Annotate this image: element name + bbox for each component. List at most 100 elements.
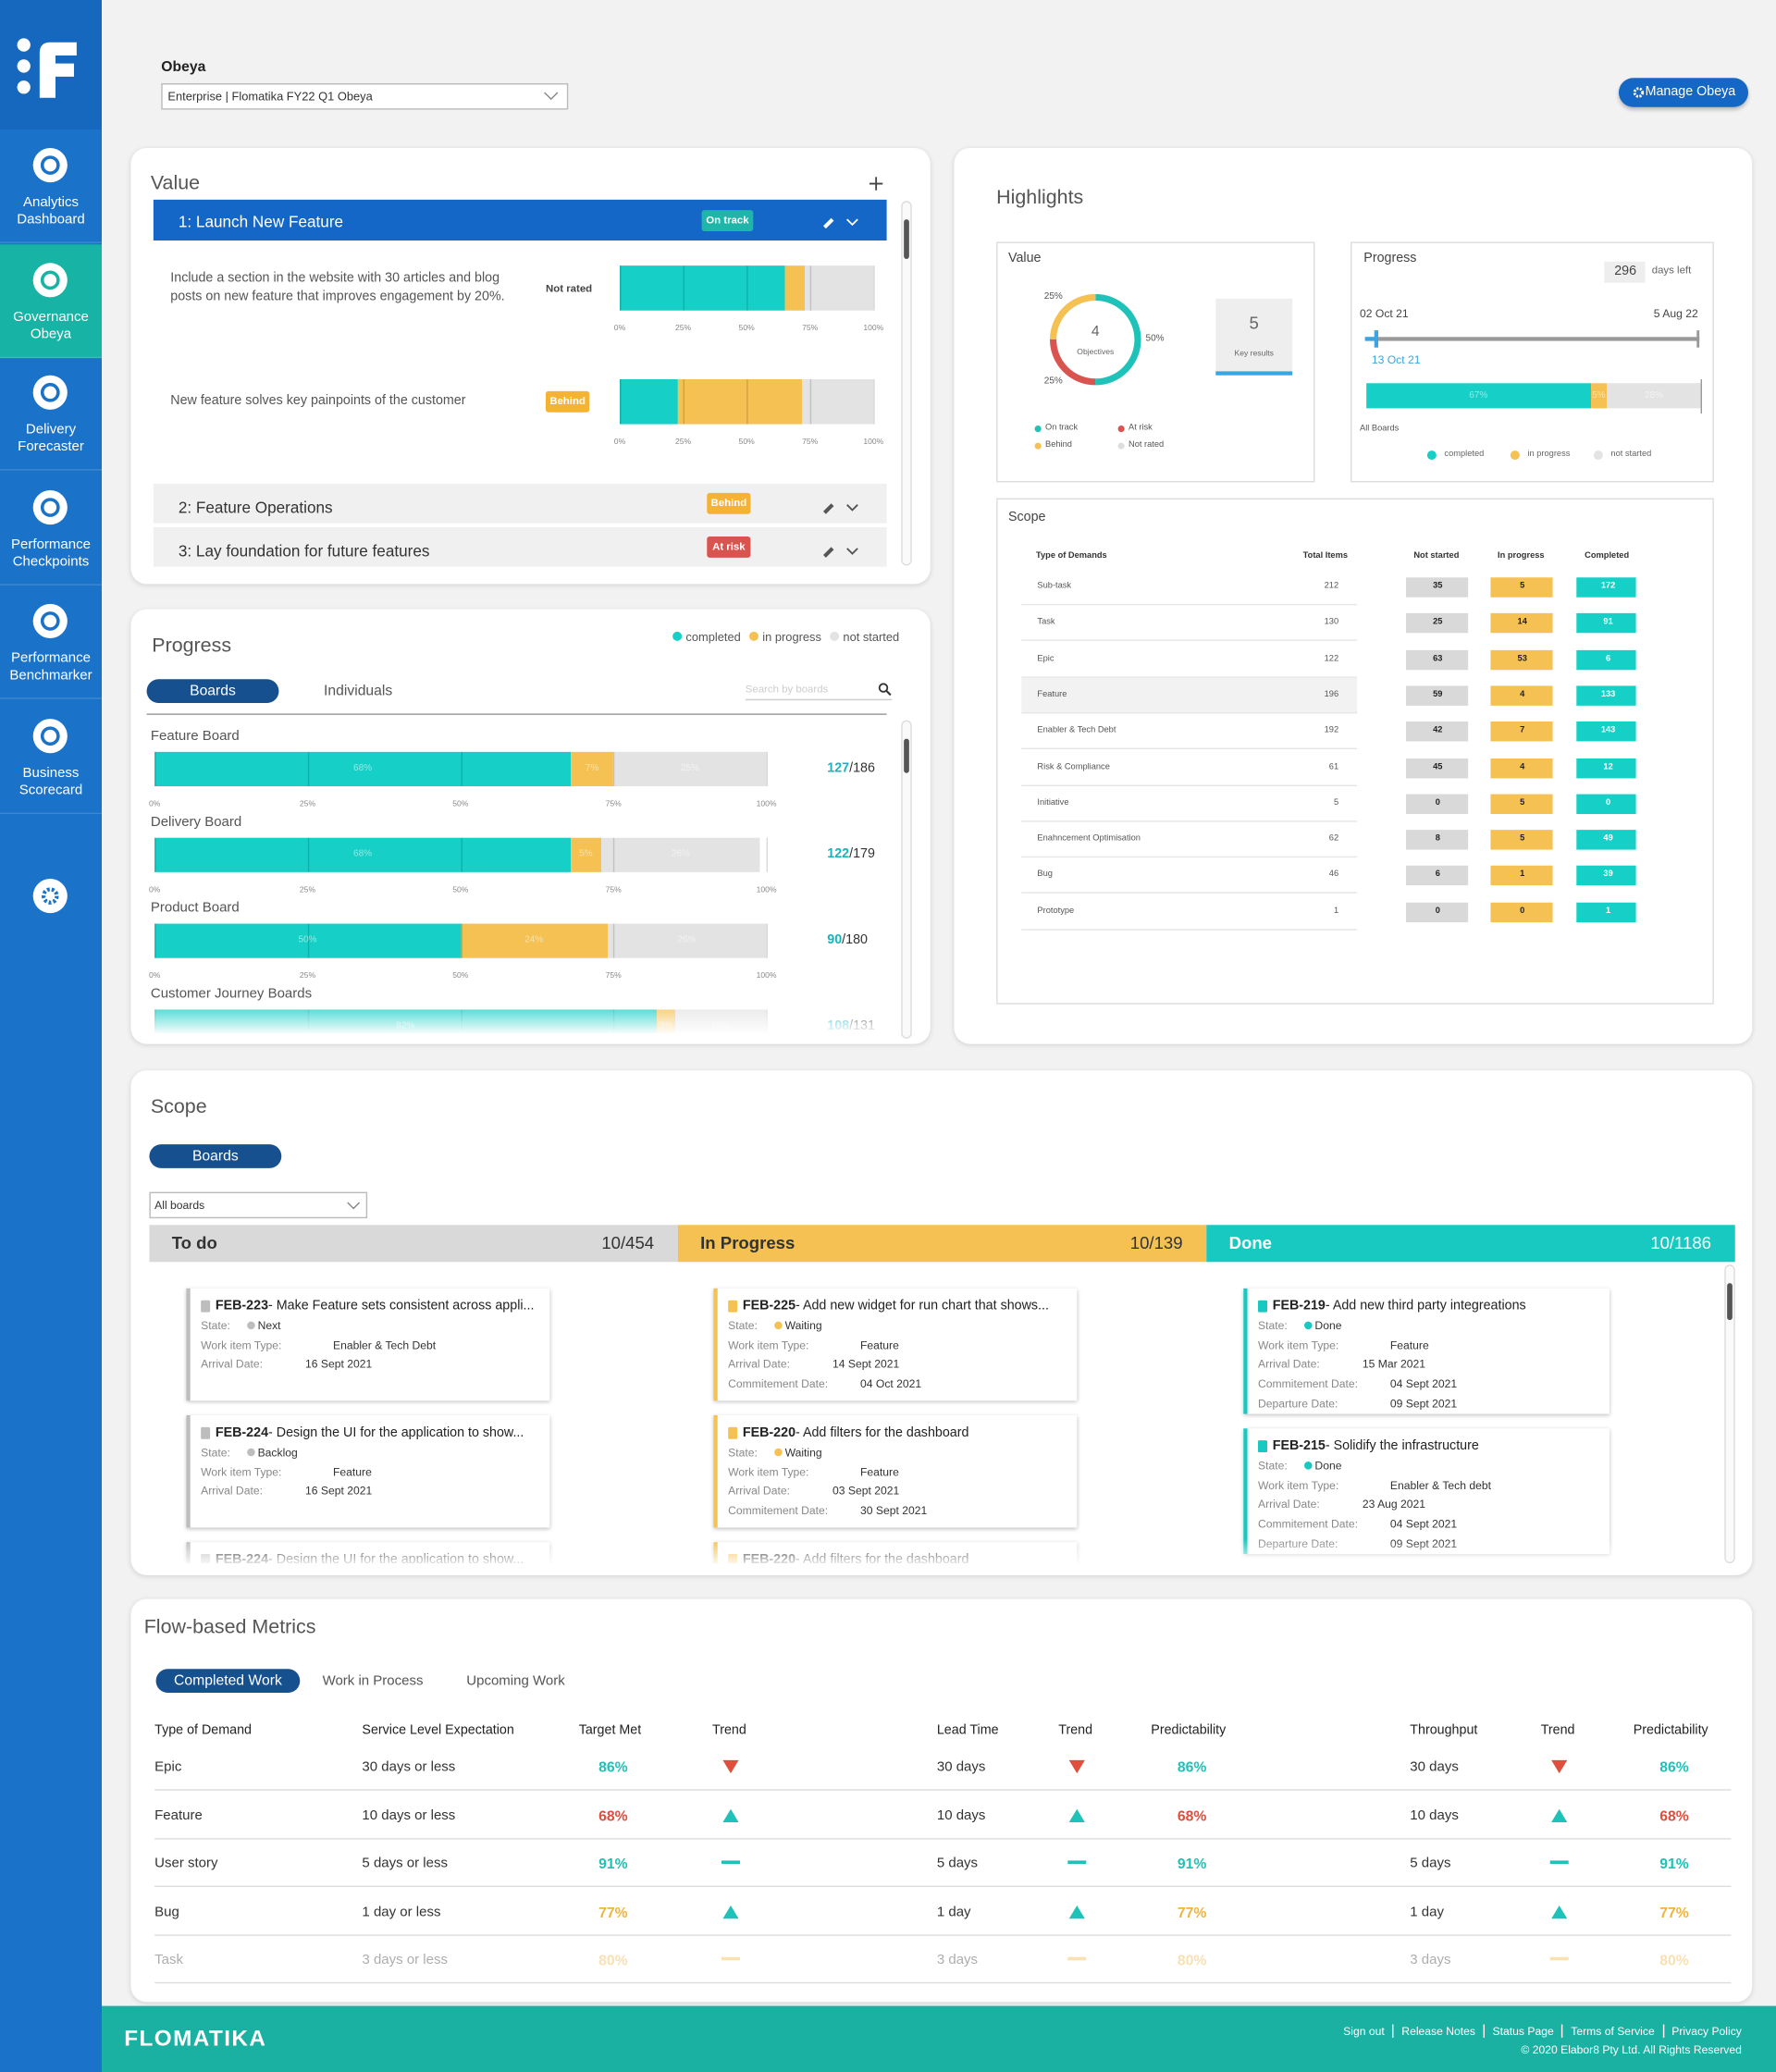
boards-select-text: All boards: [154, 1198, 205, 1212]
count-box: [1576, 577, 1636, 598]
table-cell: 143: [1600, 725, 1616, 735]
today-date: 13 Oct 21: [1371, 352, 1421, 366]
table-cell: 5: [1333, 797, 1339, 808]
panel-title: Progress: [152, 634, 232, 657]
objectives-label: Objectives: [1077, 349, 1115, 357]
row-highlight: [1021, 677, 1358, 714]
table-header: Type of Demand: [154, 1722, 252, 1738]
nav-item[interactable]: [0, 472, 102, 586]
nav-label[interactable]: Delivery Forecaster: [18, 421, 84, 455]
table-cell: 5: [1520, 833, 1525, 844]
settings-icon: [32, 878, 68, 914]
nav-label[interactable]: Performance Checkpoints: [11, 536, 91, 570]
table-cell: 0: [1605, 797, 1611, 808]
count-box: [1490, 577, 1553, 598]
lens: [878, 683, 889, 693]
today-marker: [1374, 330, 1378, 348]
trend-icon: [1551, 1905, 1568, 1918]
footer-link[interactable]: Privacy Policy: [1662, 2024, 1742, 2038]
manage-button-label[interactable]: Manage Obeya: [1645, 84, 1736, 100]
count-box: [1576, 613, 1636, 634]
icon-circle: [32, 375, 68, 410]
footer-link[interactable]: Terms of Service: [1561, 2024, 1663, 2038]
table-cell: 5: [1520, 797, 1525, 808]
legend-dot: [830, 631, 840, 641]
nav-item[interactable]: [0, 357, 102, 471]
row-line: [154, 1982, 1732, 1984]
tab-active[interactable]: Boards: [146, 679, 279, 703]
brand: FLOMATIKA: [124, 2025, 267, 2052]
table-cell: 6: [1605, 653, 1611, 663]
tab-active[interactable]: Completed Work: [155, 1669, 301, 1693]
key-results-box: [1215, 298, 1293, 376]
row-line: [1021, 892, 1358, 894]
nav-icon: [32, 489, 68, 525]
nav-item[interactable]: [0, 700, 102, 814]
footer-link[interactable]: Status Page: [1483, 2024, 1562, 2038]
trend-up: [722, 1905, 739, 1918]
trend-icon: [721, 1860, 740, 1865]
legend-dot: [1117, 425, 1125, 433]
count-box: [1490, 685, 1553, 706]
table-cell: Bug: [1037, 870, 1053, 880]
trend-icon: [1067, 1860, 1087, 1865]
table-cell: 42: [1433, 725, 1443, 735]
table-cell: Sub-task: [1037, 581, 1072, 591]
card: [1350, 241, 1714, 483]
trend-flat: [1549, 1860, 1569, 1865]
column-header: [677, 1225, 1207, 1263]
nav-label[interactable]: Analytics Dashboard: [17, 193, 85, 228]
nav-item[interactable]: [0, 130, 102, 243]
card-title: Progress: [1363, 251, 1417, 266]
count-box: [1576, 866, 1636, 886]
search-placeholder[interactable]: Search by boards: [745, 683, 829, 696]
table-cell: 122: [1324, 653, 1339, 663]
bar-segment: [1590, 383, 1608, 409]
footer-link[interactable]: Release Notes: [1392, 2024, 1484, 2038]
x-tick-label: 50%: [452, 1058, 469, 1067]
table-cell: 192: [1324, 725, 1339, 735]
divider: [146, 713, 887, 715]
copyright: © 2020 Elabor8 Pty Ltd. All Rights Reser…: [1521, 2042, 1742, 2056]
icon-glyph: [41, 887, 59, 905]
legend-dot: [672, 631, 683, 641]
bar-value-label: 5%: [1592, 390, 1606, 401]
legend-label: Not rated: [1128, 439, 1165, 450]
logo-dot: [17, 59, 31, 73]
row-line: [154, 1934, 1732, 1936]
table-cell: 45: [1433, 761, 1443, 771]
obeya-select[interactable]: [161, 82, 569, 110]
table-cell: 62: [1328, 833, 1339, 844]
end-date: 5 Aug 22: [1653, 306, 1698, 320]
panel-title: Highlights: [996, 186, 1084, 209]
row-line: [1021, 639, 1358, 642]
trend-up: [1068, 1905, 1085, 1918]
trend-flat: [1549, 1957, 1569, 1961]
nav-label[interactable]: Business Scorecard: [18, 765, 83, 798]
days-left-label: days left: [1651, 264, 1692, 277]
nav-icon: [32, 147, 68, 183]
row-line: [1021, 747, 1358, 750]
trend-icon: [1067, 1957, 1087, 1961]
start-date: 02 Oct 21: [1359, 306, 1409, 320]
fade: [149, 1539, 1722, 1563]
table-cell: 12: [1603, 761, 1613, 771]
donut-label: 25%: [1043, 291, 1063, 302]
nav-item[interactable]: [0, 586, 102, 699]
icon-glyph: [40, 611, 60, 631]
nav-label[interactable]: Performance Benchmarker: [9, 649, 92, 684]
table-header: Throughput: [1410, 1722, 1478, 1738]
tab[interactable]: Upcoming Work: [466, 1672, 565, 1689]
footer-link[interactable]: Sign out: [1343, 2024, 1385, 2038]
tab-active[interactable]: Boards: [149, 1144, 282, 1168]
boards-select[interactable]: [149, 1191, 368, 1219]
table-cell: 1: [1520, 870, 1525, 880]
tab[interactable]: Work in Process: [322, 1672, 424, 1689]
manage-button[interactable]: [1618, 78, 1748, 107]
count-box: [1576, 758, 1636, 778]
nav-label[interactable]: Governance Obeya: [13, 309, 89, 342]
legend-label: At risk: [1128, 423, 1153, 433]
tab[interactable]: Individuals: [324, 683, 393, 699]
table-cell: 196: [1324, 689, 1339, 699]
